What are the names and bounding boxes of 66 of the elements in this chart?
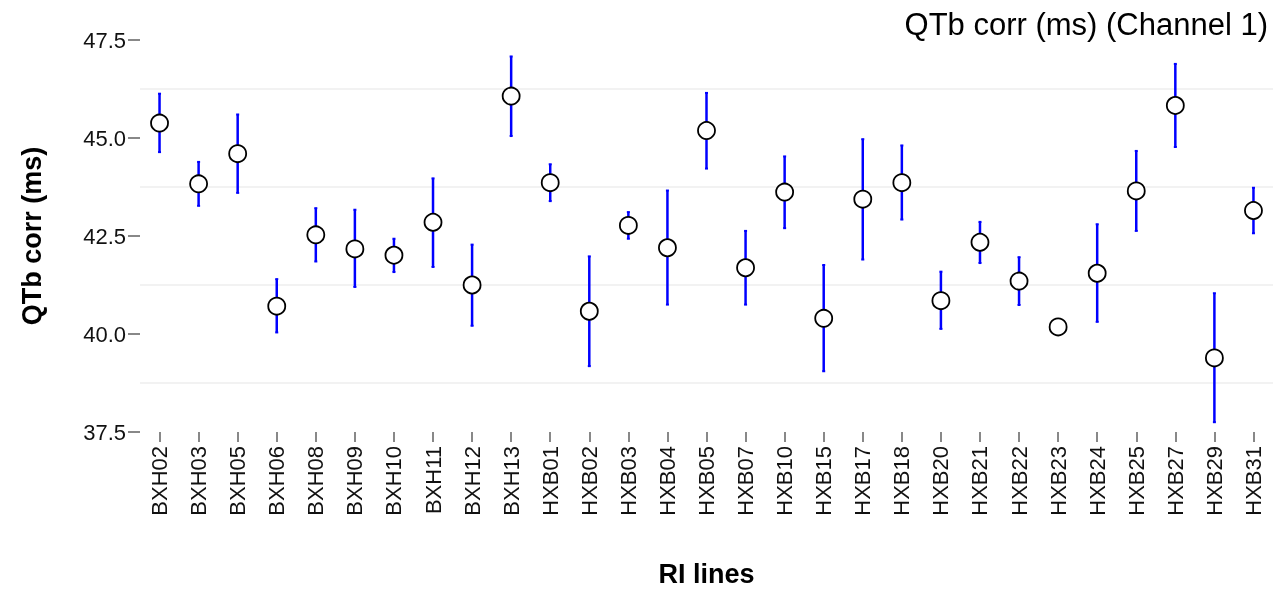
x-tick-label: BXH08 [303,446,329,516]
point [579,301,599,321]
x-tick-label: HXB29 [1201,446,1227,516]
point [306,225,326,245]
x-tick-label: HXB31 [1240,446,1266,516]
point [1048,317,1068,337]
point [1244,201,1263,220]
x-tick-label: HXB17 [850,446,876,516]
x-tick-label: HXB27 [1162,446,1188,516]
point [540,173,560,193]
point [775,182,795,202]
point [1165,96,1185,115]
x-tick-label: HXB01 [537,446,563,516]
point [814,308,834,328]
x-tick-label: BXH02 [147,446,173,516]
x-tick-label: BXH12 [459,446,485,516]
point [423,212,443,232]
y-tick-label: 47.5 [83,27,126,53]
point [1087,263,1107,283]
x-tick-label: HXB20 [928,446,954,516]
x-tick-label: HXB18 [889,446,915,516]
x-tick-label: HXB03 [615,446,641,516]
x-tick-label: BXH09 [342,446,368,516]
x-tick-label: HXB15 [811,446,837,516]
point [384,245,404,265]
y-axis-title: QTb corr (ms) [16,146,47,326]
point [1009,271,1029,291]
x-tick-label: BXH13 [498,446,524,516]
point [462,275,482,295]
y-tick-label: 45.0 [83,125,126,151]
x-tick-label: HXB21 [967,446,993,516]
point [618,216,638,235]
x-tick-label: HXB02 [576,446,602,516]
x-tick-label: HXB25 [1123,446,1149,516]
y-tick-label: 37.5 [83,419,126,445]
x-tick-label: HXB07 [733,446,759,516]
point [697,121,716,140]
point [501,86,521,106]
y-tick-label: 42.5 [83,223,126,249]
point [345,239,365,259]
point [970,232,990,252]
point [853,189,873,209]
point [1205,348,1224,368]
chart-title: QTb corr (ms) (Channel 1) [904,7,1269,42]
x-tick-label: HXB22 [1006,446,1032,516]
x-tick-label: HXB24 [1084,446,1110,516]
x-tick-label: HXB23 [1045,446,1071,516]
x-tick-label: BXH10 [381,446,407,516]
point [658,238,677,258]
point [189,174,208,194]
point [892,173,912,193]
x-tick-label: BXH05 [225,446,251,516]
x-tick-label: BXH06 [264,446,290,516]
x-tick-label: HXB04 [654,446,680,516]
x-tick-label: BXH03 [186,446,212,516]
point [150,113,169,133]
y-tick-label: 40.0 [83,321,126,347]
x-axis-title: RI lines [658,558,755,589]
point [736,258,755,278]
x-tick-label: HXB05 [694,446,719,516]
point [931,291,951,311]
point [267,296,287,316]
x-tick-label: BXH11 [420,446,446,515]
x-tick-label: HXB10 [772,446,798,516]
point [228,144,248,164]
point [1126,181,1146,201]
